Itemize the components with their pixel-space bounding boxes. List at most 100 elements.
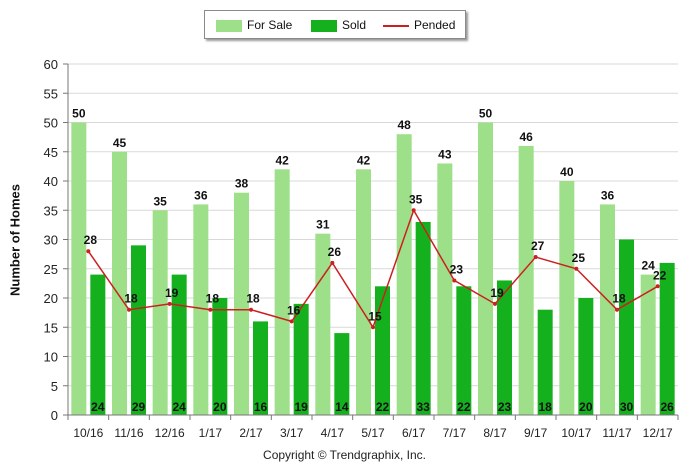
pended-point: [127, 307, 131, 312]
data-label-pended: 26: [328, 245, 342, 259]
pended-line: [86, 208, 660, 330]
y-tick-label: 50: [44, 116, 58, 131]
x-tick-label: 10/17: [561, 426, 591, 440]
data-label-pended: 15: [368, 309, 382, 323]
pended-point: [574, 266, 579, 271]
data-label-sold: 22: [457, 400, 471, 414]
data-label-for-sale: 50: [72, 107, 86, 121]
y-tick-label: 60: [44, 57, 58, 72]
data-label-sold: 20: [213, 400, 227, 414]
bar-for-sale: [478, 122, 493, 415]
y-axis-title: Number of Homes: [5, 184, 25, 296]
y-tick-label: 40: [44, 174, 58, 189]
y-tick-label: 20: [44, 291, 58, 306]
data-label-sold: 29: [132, 400, 146, 414]
bar-sold: [537, 309, 553, 415]
bar-for-sale: [152, 210, 168, 415]
data-label-sold: 20: [579, 400, 593, 414]
bar-sold: [415, 221, 431, 415]
data-label-for-sale: 46: [519, 130, 533, 144]
data-label-pended: 19: [490, 286, 504, 300]
bar-for-sale: [356, 169, 371, 415]
data-label-sold: 24: [172, 400, 186, 414]
y-tick-label: 0: [51, 408, 58, 423]
legend-item-sold: Sold: [311, 18, 366, 32]
x-tick-label: 5/17: [361, 426, 385, 440]
y-tick-label: 35: [44, 203, 58, 218]
data-label-sold: 19: [294, 400, 308, 414]
x-tick-label: 12/16: [155, 426, 185, 440]
data-label-pended: 27: [531, 239, 545, 253]
data-label-sold: 30: [620, 400, 634, 414]
y-tick-label: 55: [44, 86, 58, 101]
pended-point: [289, 319, 294, 324]
data-label-for-sale: 24: [641, 259, 655, 273]
bar-for-sale: [518, 145, 534, 415]
bar-for-sale: [437, 163, 453, 415]
data-label-for-sale: 42: [275, 153, 289, 167]
x-tick-label: 3/17: [280, 426, 304, 440]
data-labels: 50 24 45 29 35 24 36 20 38 16 42 19 31 14 42 22 48 33 43 22…: [72, 107, 674, 415]
y-tick-label: 45: [44, 145, 58, 160]
y-tick-label: 15: [44, 320, 58, 335]
pended-point: [86, 249, 91, 254]
data-label-for-sale: 36: [194, 188, 208, 202]
data-label-pended: 18: [612, 292, 626, 306]
x-tick-label: 9/17: [524, 426, 548, 440]
legend-label-pended: Pended: [414, 18, 456, 32]
pended-point: [249, 307, 253, 312]
axes: [67, 64, 678, 416]
copyright-text: Copyright © Trendgraphix, Inc.: [263, 448, 426, 462]
data-label-pended: 22: [653, 268, 667, 282]
data-label-pended: 18: [124, 292, 138, 306]
bar-sold: [659, 262, 675, 415]
data-label-sold: 33: [416, 400, 430, 414]
bar-for-sale: [315, 233, 331, 415]
y-tick-label: 25: [44, 262, 58, 277]
bar-sold: [456, 286, 472, 415]
data-label-pended: 19: [165, 286, 179, 300]
x-tick-label: 8/17: [483, 426, 507, 440]
legend-swatch-sold: [311, 19, 337, 32]
bar-for-sale: [274, 169, 290, 415]
legend-swatch-for-sale: [216, 19, 242, 32]
bars: [71, 122, 675, 415]
pended-point: [533, 255, 538, 260]
legend-swatch-pended: [383, 24, 409, 27]
legend-label-sold: Sold: [342, 18, 367, 32]
data-label-for-sale: 42: [357, 153, 371, 167]
y-tick-label: 30: [44, 233, 58, 248]
bar-sold: [375, 286, 390, 415]
bar-for-sale: [112, 151, 127, 415]
bar-sold: [131, 245, 146, 415]
data-label-pended: 23: [450, 262, 464, 276]
bar-sold: [253, 321, 268, 415]
bar-for-sale: [640, 274, 656, 415]
data-label-pended: 35: [409, 192, 423, 206]
bar-sold: [293, 303, 309, 415]
bar-sold: [578, 298, 594, 415]
data-label-for-sale: 50: [479, 107, 493, 121]
data-label-sold: 14: [335, 400, 349, 414]
pended-point: [655, 284, 660, 289]
bar-sold: [334, 333, 350, 415]
x-tick-label: 12/17: [643, 426, 673, 440]
data-label-for-sale: 40: [560, 165, 574, 179]
data-label-pended: 25: [572, 251, 586, 265]
bar-sold: [212, 298, 228, 415]
pended-point: [330, 260, 335, 265]
bar-for-sale: [559, 181, 575, 415]
x-tick-label: 6/17: [402, 426, 426, 440]
y-tick-label: 10: [44, 350, 58, 365]
pended-point: [452, 278, 457, 283]
legend-item-pended: Pended: [383, 18, 455, 32]
data-label-for-sale: 35: [153, 194, 167, 208]
bar-for-sale: [600, 204, 615, 415]
data-label-pended: 18: [246, 292, 260, 306]
data-label-pended: 16: [287, 303, 301, 317]
bar-sold: [497, 280, 512, 415]
legend: For Sale Sold Pended: [204, 10, 466, 39]
data-label-sold: 24: [91, 400, 105, 414]
legend-label-for-sale: For Sale: [247, 18, 293, 32]
